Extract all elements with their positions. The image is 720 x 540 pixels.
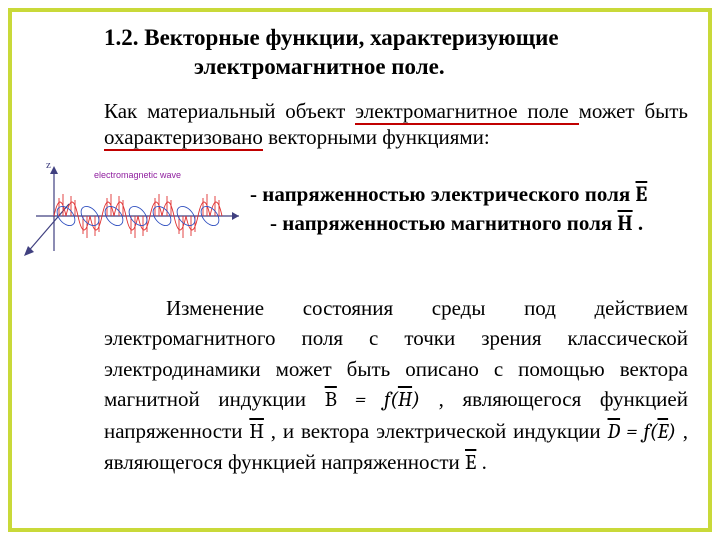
figure-and-bullets-row: z electromagnetic wave <box>14 156 688 271</box>
bullet-1-text: - напряженностью электрического поля <box>250 182 636 206</box>
em-wave-diagram: z electromagnetic wave <box>14 156 244 271</box>
intro-paragraph: Как материальный объект электромагнитное… <box>104 98 688 151</box>
symbol-E-2: E <box>465 448 476 478</box>
body-fragment-3: , и вектора электрической индукции <box>264 419 608 443</box>
symbol-H-2: H <box>249 417 264 447</box>
intro-pre: Как материальный объект <box>104 99 355 123</box>
body-fragment-5: . <box>476 450 487 474</box>
intro-error-1: электромагнитное поле <box>355 99 578 125</box>
equation-B: B = f(H) <box>325 388 420 412</box>
wave-label: electromagnetic wave <box>94 170 181 180</box>
em-wave-svg: z electromagnetic wave <box>14 156 244 271</box>
bullet-list: - напряженностью электрического поля E -… <box>250 156 647 239</box>
heading-line-1: 1.2. Векторные функции, характеризующие <box>104 24 688 53</box>
heading-line-2: электромагнитное поле. <box>104 53 688 82</box>
equation-D: D = f(E) <box>608 420 676 444</box>
bullet-line-1: - напряженностью электрического поля E <box>250 180 647 209</box>
bullet-2-suffix: . <box>633 211 644 235</box>
bullet-2-text: - напряженностью магнитного поля <box>270 211 618 235</box>
bullet-line-2: - напряженностью магнитного поля H . <box>250 209 647 238</box>
intro-mid: может быть <box>579 99 688 123</box>
z-axis-label: z <box>46 159 51 171</box>
symbol-E: E <box>636 181 648 209</box>
section-heading: 1.2. Векторные функции, характеризующие … <box>104 24 688 82</box>
symbol-H: H <box>618 210 633 238</box>
body-paragraph: Изменение состояния среды под действием … <box>104 293 688 479</box>
intro-post: векторными функциями: <box>263 125 490 149</box>
slide-frame: 1.2. Векторные функции, характеризующие … <box>8 8 712 532</box>
intro-error-2: охарактеризовано <box>104 125 263 151</box>
